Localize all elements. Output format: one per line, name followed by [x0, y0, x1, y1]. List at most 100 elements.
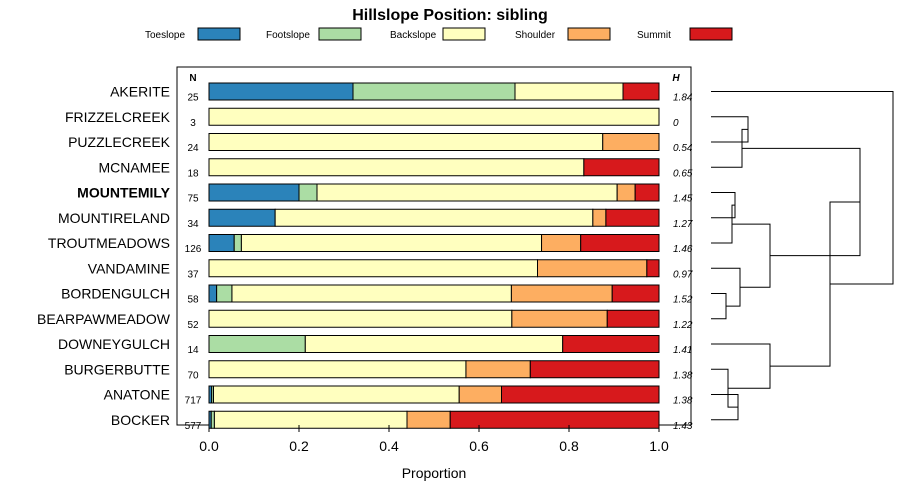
legend-swatch — [197, 27, 241, 41]
category-label: BORDENGULCH — [61, 286, 170, 302]
bar-row: BEARPAWMEADOW 52 1.22 — [37, 309, 693, 331]
bar-segment — [458, 385, 503, 404]
legend-swatch — [689, 27, 733, 41]
h-value: 1.84 — [673, 93, 693, 104]
n-value: 37 — [187, 269, 199, 280]
h-value: 1.38 — [673, 396, 693, 407]
n-value: 75 — [187, 194, 199, 205]
bar-segment — [274, 208, 594, 227]
dendrogram-link — [711, 192, 736, 219]
bar-segment — [233, 234, 242, 252]
legend-swatch — [567, 27, 611, 41]
category-label: ANATONE — [104, 387, 170, 403]
bar-segment — [208, 183, 300, 202]
n-value: 717 — [185, 396, 202, 407]
bar-row: ANATONE 717 1.38 — [104, 385, 693, 407]
h-value: 0.97 — [673, 269, 693, 280]
h-value: 0 — [673, 118, 679, 129]
bar-segment — [352, 82, 516, 101]
n-value: 24 — [187, 143, 199, 154]
bar-segment — [240, 234, 543, 252]
bar-segment — [304, 335, 564, 353]
category-label: TROUTMEADOWS — [48, 235, 170, 251]
bar-segment — [537, 259, 648, 278]
category-label: BOCKER — [111, 412, 170, 428]
n-value: 577 — [185, 421, 202, 432]
dendrogram-link — [711, 91, 894, 285]
legend-label: Summit — [637, 30, 671, 41]
bar-segment — [208, 133, 604, 151]
bar-segment — [208, 208, 276, 227]
legend: Toeslope Footslope Backslope Shoulder Summit — [145, 27, 733, 41]
bar-segment — [208, 234, 235, 252]
bar-segment — [510, 284, 613, 303]
bar-row: AKERITE 25 1.84 — [110, 82, 693, 104]
bar-segment — [602, 133, 660, 151]
h-value: 1.45 — [673, 194, 693, 205]
bar-segment — [231, 284, 512, 303]
chart-title: Hillslope Position: sibling — [352, 7, 548, 24]
bar-segment — [622, 82, 660, 101]
category-label: MOUNTEMILY — [77, 185, 170, 201]
h-value: 1.43 — [673, 421, 693, 432]
dendrogram — [711, 91, 894, 421]
bar-row: PUZZLECREEK 24 0.54 — [68, 133, 693, 154]
bar-segment — [529, 360, 660, 379]
bar-segment — [511, 309, 608, 328]
legend-label: Backslope — [390, 30, 437, 41]
bar-segment — [208, 259, 538, 278]
n-value: 58 — [187, 295, 199, 306]
h-value: 0.54 — [673, 143, 693, 154]
h-value: 1.41 — [673, 345, 692, 356]
category-label: MCNAMEE — [98, 159, 170, 175]
bar-segment — [449, 410, 660, 429]
category-label: MOUNTIRELAND — [58, 210, 170, 226]
category-label: BEARPAWMEADOW — [37, 311, 171, 327]
bar-segment — [605, 208, 660, 227]
dendrogram-link — [711, 343, 771, 389]
bar-segment — [580, 234, 660, 252]
n-value: 25 — [187, 93, 199, 104]
bar-segment — [606, 309, 660, 328]
bar-segment — [208, 284, 218, 303]
h-value: 1.38 — [673, 370, 693, 381]
bar-segment — [298, 183, 318, 202]
bar-segment — [208, 82, 354, 101]
bar-segment — [583, 158, 660, 177]
h-column-header: H — [672, 73, 680, 84]
h-value: 1.46 — [673, 244, 693, 255]
n-value: 34 — [187, 219, 199, 230]
legend-swatch — [442, 27, 486, 41]
category-label: AKERITE — [110, 84, 170, 100]
category-label: DOWNEYGULCH — [58, 336, 170, 352]
legend-label: Footslope — [266, 30, 310, 41]
bar-segment — [208, 335, 306, 353]
category-label: FRIZZELCREEK — [65, 109, 171, 125]
n-value: 18 — [187, 168, 199, 179]
bar-segment — [616, 183, 636, 202]
bar-rows: AKERITE 25 1.84 FRIZZELCREEK 3 0 PUZZLECREEK 24… — [37, 82, 693, 432]
bar-segment — [213, 410, 408, 429]
category-label: BURGERBUTTE — [64, 361, 170, 377]
x-tick-label: 0.6 — [469, 438, 489, 454]
dendrogram-link — [711, 293, 727, 320]
n-value: 70 — [187, 370, 199, 381]
legend-label: Shoulder — [515, 30, 556, 41]
x-tick-label: 0.2 — [289, 438, 309, 454]
h-value: 1.22 — [673, 320, 693, 331]
n-value: 52 — [187, 320, 199, 331]
n-value: 126 — [185, 244, 202, 255]
bar-segment — [501, 385, 660, 404]
bar-row: BORDENGULCH 58 1.52 — [61, 284, 693, 306]
x-tick-label: 0.0 — [199, 438, 219, 454]
dendrogram-link — [711, 204, 735, 244]
bar-row: FRIZZELCREEK 3 0 — [65, 107, 679, 129]
legend-swatch — [318, 27, 362, 41]
bar-segment — [213, 385, 460, 404]
n-value: 14 — [187, 345, 199, 356]
bar-segment — [406, 410, 451, 429]
bar-segment — [611, 284, 660, 303]
bar-row: TROUTMEADOWS 126 1.46 — [48, 234, 693, 255]
bar-segment — [592, 208, 607, 227]
h-value: 1.52 — [673, 295, 693, 306]
